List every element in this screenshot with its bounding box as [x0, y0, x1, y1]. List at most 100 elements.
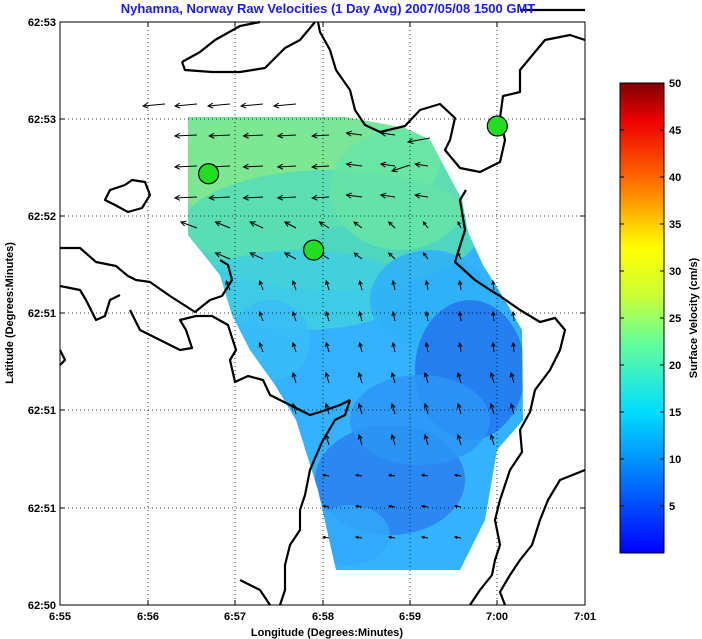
velocity-arrow [291, 402, 297, 415]
arrow-head [325, 279, 330, 286]
velocity-arrow [173, 102, 198, 109]
arrow-head [141, 102, 149, 109]
velocity-arrow [258, 279, 264, 291]
velocity-arrow [354, 504, 363, 509]
arrow-head [291, 279, 297, 286]
arrow-head [353, 252, 359, 258]
velocity-arrow [291, 341, 297, 353]
arrow-head [325, 310, 330, 317]
arrow-shaft [312, 165, 330, 168]
arrow-head [242, 194, 249, 201]
velocity-arrow [423, 402, 429, 415]
velocity-arrow [457, 341, 463, 353]
velocity-arrow [422, 252, 429, 260]
arrow-head [379, 161, 387, 168]
arrow-shaft [457, 372, 462, 384]
arrow-shaft [225, 280, 231, 291]
arrow-head [358, 279, 363, 286]
arrow-head [357, 371, 363, 378]
arrow-shaft [358, 434, 363, 446]
velocity-arrow [414, 161, 429, 168]
arrow-head [321, 504, 326, 509]
arrow-shaft [388, 221, 396, 229]
arrow-head [214, 221, 222, 227]
velocity-arrow [358, 310, 363, 322]
arrow-head [345, 161, 352, 168]
velocity-arrow [509, 402, 515, 415]
y-axis-ticks: 62:53 62:53 62:52 62:51 62:51 62:51 62:50 [28, 17, 585, 612]
arrow-head [456, 371, 462, 378]
arrow-shaft [391, 403, 396, 415]
arrow-shaft [243, 165, 264, 168]
arrow-head [321, 473, 326, 478]
x-tick-label: 6:58 [312, 611, 334, 623]
arrow-head [291, 341, 297, 348]
y-tick-label: 62:53 [28, 114, 56, 126]
arrow-head [276, 194, 284, 201]
coastline-segment [60, 246, 234, 314]
arrow-shaft [459, 280, 462, 291]
velocity-arrow [291, 371, 297, 384]
velocity-arrow [325, 279, 330, 291]
velocity-arrow [206, 102, 231, 109]
velocity-arrow [424, 279, 430, 291]
velocity-arrow [208, 194, 231, 201]
arrow-head [391, 310, 396, 317]
arrow-shaft [353, 252, 363, 260]
arrow-head [354, 504, 359, 509]
velocity-arrow [249, 252, 264, 260]
coastline-segment [328, 33, 586, 174]
arrow-head [457, 310, 463, 317]
arrow-head [173, 132, 181, 139]
arrow-head [318, 221, 325, 227]
colorbar-tick-label: 30 [669, 266, 681, 278]
arrow-head [414, 192, 421, 199]
arrow-head [406, 138, 414, 145]
coastline-segment [469, 295, 567, 606]
coastline-segment [239, 579, 271, 606]
velocity-arrow [324, 371, 330, 384]
arrow-shaft [358, 372, 363, 384]
arrow-head [345, 130, 352, 137]
velocity-arrow [291, 310, 297, 322]
arrow-shaft [325, 403, 330, 415]
arrow-head [225, 279, 230, 286]
arrow-head [489, 371, 495, 378]
arrow-head [291, 371, 297, 378]
velocity-arrow [291, 279, 297, 291]
velocity-arrow [214, 252, 231, 260]
arrow-head [457, 220, 461, 225]
velocity-arrow [453, 504, 462, 509]
arrow-head [325, 341, 330, 348]
arrow-head [390, 166, 398, 173]
colorbar-tick-label: 45 [669, 125, 681, 137]
arrow-shaft [380, 132, 396, 136]
arrow-shaft [512, 342, 515, 353]
arrow-head [291, 402, 297, 409]
arrow-shaft [292, 342, 297, 353]
arrow-shaft [392, 342, 396, 353]
arrow-shaft [207, 103, 231, 107]
colorbar-tick-label: 50 [669, 78, 681, 90]
arrow-head [511, 341, 516, 347]
velocity-arrow [357, 433, 363, 446]
arrow-shaft [457, 403, 462, 415]
arrow-shaft [380, 163, 396, 167]
radar-site-marker [197, 163, 220, 185]
velocity-arrow [179, 220, 198, 229]
arrow-head [422, 221, 427, 226]
arrow-shaft [358, 403, 363, 415]
arrow-head [311, 194, 318, 201]
arrow-shaft [346, 132, 363, 136]
arrow-head [239, 102, 247, 109]
arrow-shaft [415, 163, 429, 167]
x-tick-label: 6:59 [399, 611, 421, 623]
arrow-shaft [359, 342, 363, 353]
velocity-arrow [276, 132, 297, 139]
arrow-shaft [457, 434, 462, 446]
colorbar-label: Surface Velocity (cm/s) [688, 257, 700, 378]
arrow-head [423, 402, 429, 409]
y-axis-label: Latitude (Degrees:Minutes) [4, 242, 16, 384]
arrow-head [283, 221, 291, 227]
velocity-arrow [208, 132, 231, 139]
